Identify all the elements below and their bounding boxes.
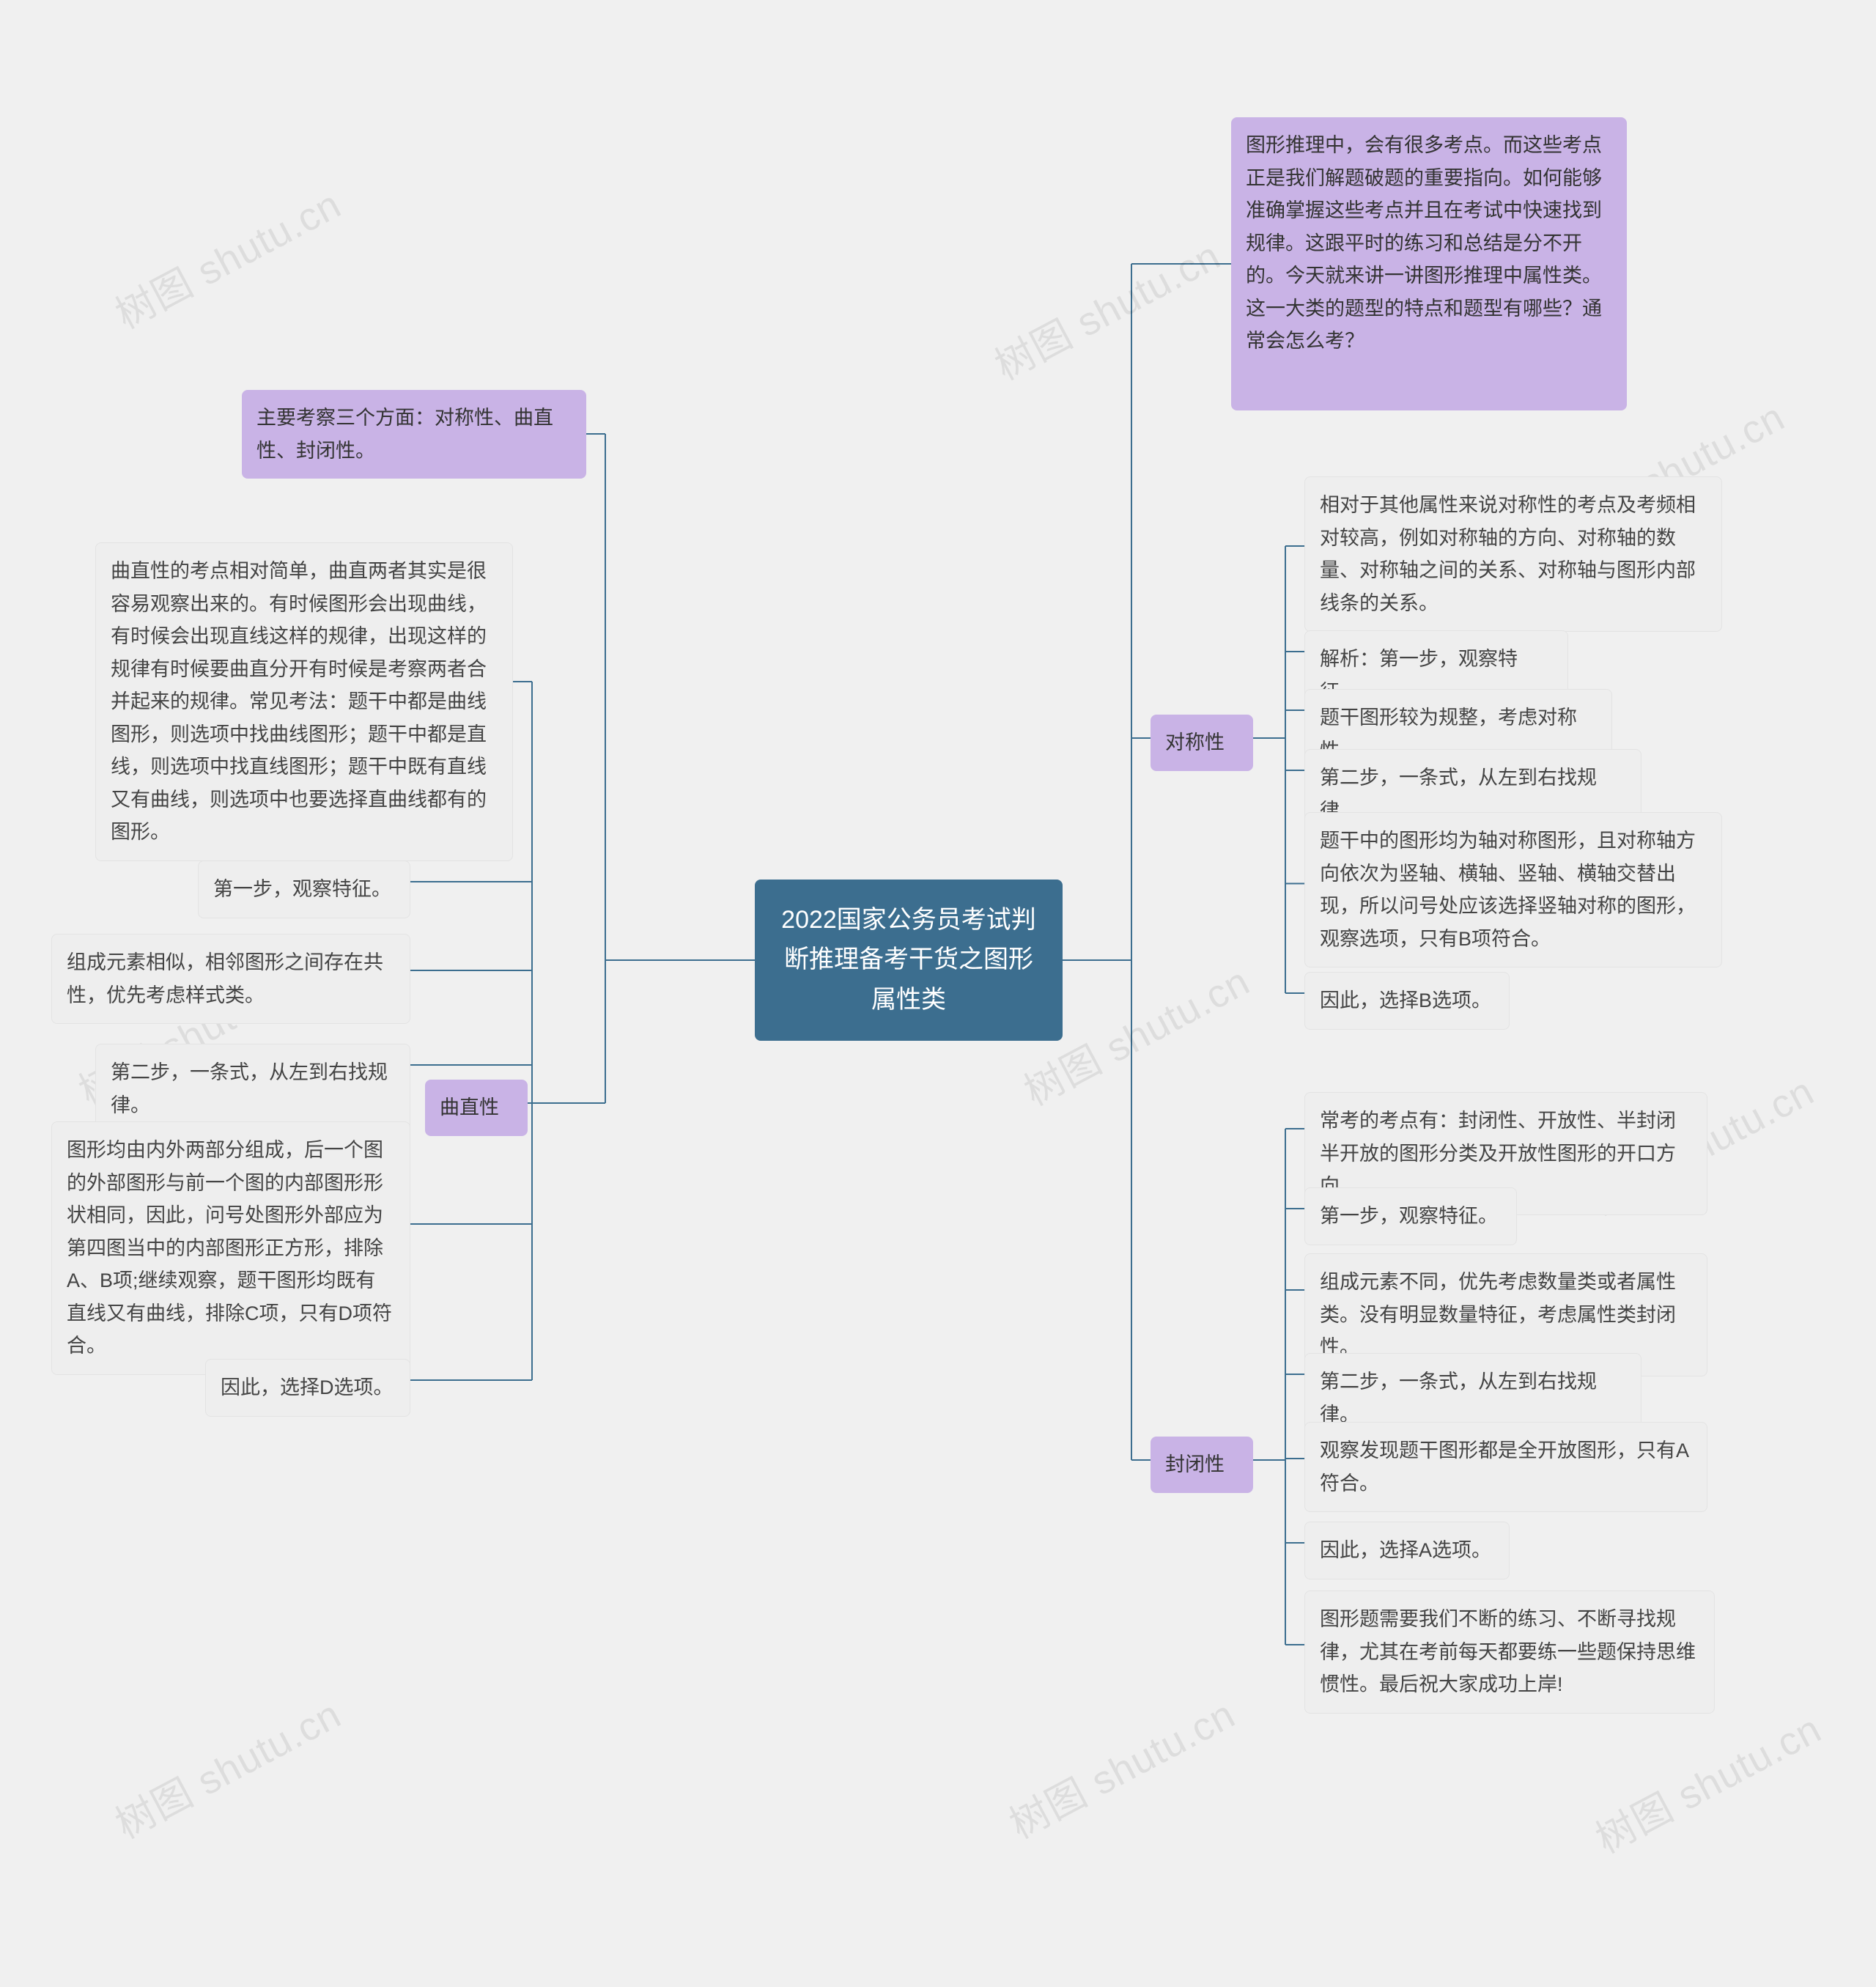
symmetry-leaf[interactable]: 题干中的图形均为轴对称图形，且对称轴方向依次为竖轴、横轴、竖轴、横轴交替出现，所…	[1304, 812, 1722, 967]
curve-desc[interactable]: 曲直性的考点相对简单，曲直两者其实是很容易观察出来的。有时候图形会出现曲线，有时…	[95, 542, 513, 861]
symmetry-leaf[interactable]: 相对于其他属性来说对称性的考点及考频相对较高，例如对称轴的方向、对称轴的数量、对…	[1304, 476, 1722, 632]
aspects-node[interactable]: 主要考察三个方面：对称性、曲直性、封闭性。	[242, 390, 586, 479]
curve-leaf[interactable]: 因此，选择D选项。	[205, 1359, 410, 1417]
watermark: 树图 shutu.cn	[103, 172, 350, 340]
closed-leaf[interactable]: 因此，选择A选项。	[1304, 1522, 1510, 1579]
watermark: 树图 shutu.cn	[1584, 1697, 1830, 1865]
curve-node[interactable]: 曲直性	[425, 1080, 528, 1136]
closed-leaf[interactable]: 图形题需要我们不断的练习、不断寻找规律，尤其在考前每天都要练一些题保持思维惯性。…	[1304, 1590, 1715, 1714]
symmetry-leaf[interactable]: 因此，选择B选项。	[1304, 972, 1510, 1030]
mindmap-canvas: 树图 shutu.cn 树图 shutu.cn 树图 shutu.cn 树图 s…	[0, 0, 1876, 1987]
intro-node[interactable]: 图形推理中，会有很多考点。而这些考点正是我们解题破题的重要指向。如何能够准确掌握…	[1231, 117, 1627, 410]
closed-leaf[interactable]: 第一步，观察特征。	[1304, 1187, 1517, 1245]
curve-leaf[interactable]: 第二步，一条式，从左到右找规律。	[95, 1044, 410, 1134]
watermark: 树图 shutu.cn	[997, 1682, 1244, 1850]
watermark: 树图 shutu.cn	[983, 224, 1229, 391]
closed-leaf[interactable]: 观察发现题干图形都是全开放图形，只有A符合。	[1304, 1422, 1707, 1512]
closed-node[interactable]: 封闭性	[1151, 1437, 1253, 1493]
symmetry-node[interactable]: 对称性	[1151, 715, 1253, 771]
root-node[interactable]: 2022国家公务员考试判断推理备考干货之图形属性类	[755, 880, 1063, 1041]
watermark: 树图 shutu.cn	[103, 1682, 350, 1850]
curve-leaf[interactable]: 第一步，观察特征。	[198, 860, 410, 918]
curve-leaf[interactable]: 图形均由内外两部分组成，后一个图的外部图形与前一个图的内部图形形状相同，因此，问…	[51, 1121, 410, 1375]
curve-leaf[interactable]: 组成元素相似，相邻图形之间存在共性，优先考虑样式类。	[51, 934, 410, 1024]
